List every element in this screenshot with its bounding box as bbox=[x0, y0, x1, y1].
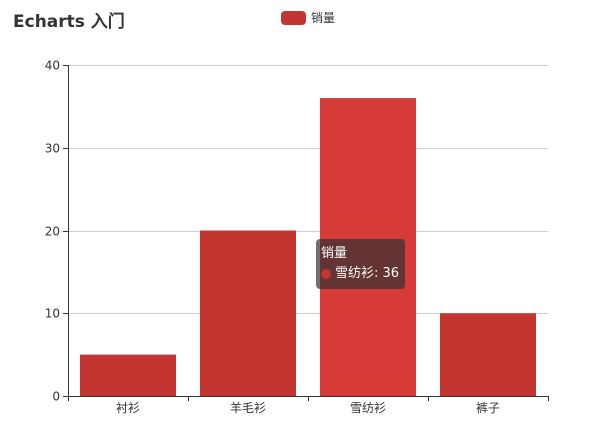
y-tick-label: 10 bbox=[45, 307, 60, 321]
x-tick-label: 裤子 bbox=[476, 401, 500, 415]
x-tick-label: 衬衫 bbox=[116, 401, 140, 415]
y-tick-label: 40 bbox=[45, 59, 60, 73]
legend-swatch bbox=[281, 10, 306, 25]
chart-title: Echarts 入门 bbox=[13, 12, 125, 32]
bar-裤子 bbox=[440, 313, 536, 396]
x-tick-label: 雪纺衫 bbox=[350, 401, 386, 415]
legend[interactable]: 销量 bbox=[281, 9, 335, 26]
legend-label-sales: 销量 bbox=[311, 11, 336, 25]
bar-雪纺衫 bbox=[320, 98, 416, 396]
y-tick-label: 30 bbox=[45, 142, 60, 156]
bar-羊毛衫 bbox=[200, 230, 296, 396]
bar-衬衫 bbox=[80, 354, 176, 396]
y-tick-label: 0 bbox=[52, 390, 60, 404]
x-tick-label: 羊毛衫 bbox=[230, 400, 266, 415]
y-tick-label: 20 bbox=[45, 225, 60, 239]
